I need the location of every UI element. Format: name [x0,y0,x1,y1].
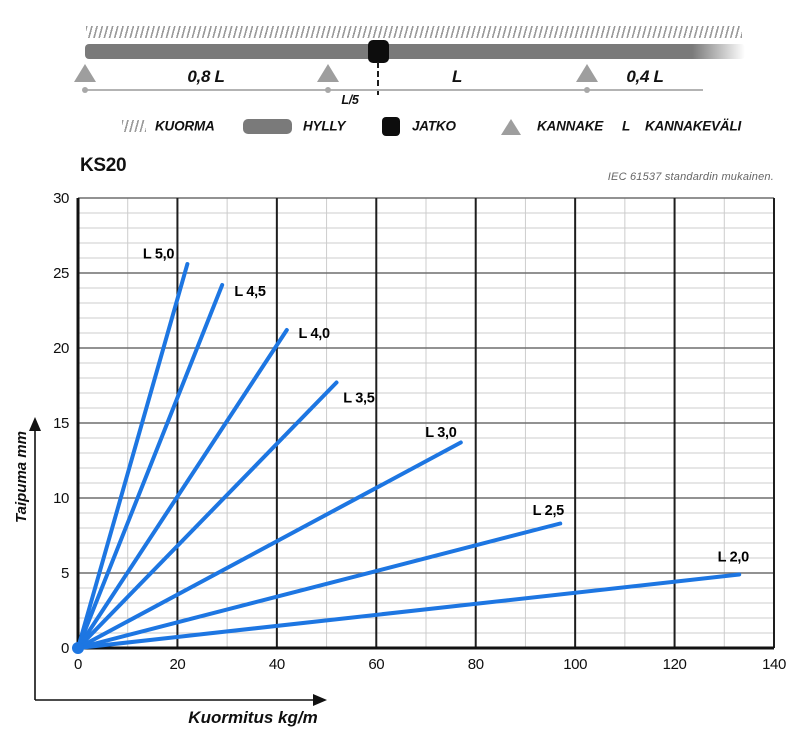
x-tick-label: 140 [762,656,786,673]
x-axis-title: Kuormitus kg/m [188,708,317,727]
y-tick-label: 10 [53,490,69,507]
series-label-L 5,0: L 5,0 [143,247,175,263]
series-label-L 4,0: L 4,0 [299,326,331,342]
joint-offset-label: L/5 [341,93,359,107]
x-axis-arrow [35,694,327,706]
support-triangle-left [74,64,96,82]
support-swatch-icon [501,119,521,135]
reference-dot [82,87,88,93]
x-tick-label: 100 [563,656,587,673]
series-line-L 3,0 [76,440,463,650]
legend-label-hylly: HYLLY [303,118,346,134]
legend-label-kannake: KANNAKE [537,118,604,134]
series-line-L 4,0 [76,328,289,650]
x-tick-label: 40 [269,656,285,673]
x-tick-label: 20 [169,656,185,673]
y-tick-label: 25 [53,265,69,282]
load-hatch-strip [86,26,742,38]
series-label-L 2,5: L 2,5 [533,503,565,519]
reference-line [85,89,703,91]
x-tick-label: 80 [468,656,484,673]
x-tick-label: 60 [368,656,384,673]
x-tick-label: 0 [74,656,82,673]
joint-square [368,40,389,63]
series-label-L 2,0: L 2,0 [718,550,750,566]
series-layer: L 5,0 L 4,5 L 4,0 L 3,5 L 3,0 L 2,5 L 2,0 [72,247,750,654]
span-label-middle: L [451,67,463,86]
legend-label-kannakevali: KANNAKEVÄLI [645,118,742,134]
y-tick-label: 0 [61,640,69,657]
series-line-L 4,5 [76,283,225,650]
legend-label-jatko: JATKO [412,118,456,134]
series-line-L 2,0 [76,572,742,650]
series-label-L 3,0: L 3,0 [425,425,457,441]
span-label-right: 0,4 L [626,67,664,86]
support-triangle-right [576,64,598,82]
tick-labels: 0 20 40 60 80 100 120 140 0 5 10 15 20 25 30 [53,190,786,673]
legend-symbol-L: L [622,118,631,134]
legend: KUORMA HYLLY JATKO KANNAKE L KANNAKEVÄLI [0,110,800,142]
y-tick-label: 30 [53,190,69,207]
y-axis-title: Taipuma mm [13,431,30,523]
shelf-bar [85,44,745,59]
series-line-L 2,5 [76,521,563,650]
y-tick-label: 15 [53,415,69,432]
series-line-L 5,0 [76,262,190,650]
span-label-left: 0,8 L [187,67,225,86]
series-label-L 3,5: L 3,5 [343,391,375,407]
y-axis-arrow [29,417,41,700]
chart-title: KS20 [80,155,127,176]
series-line-L 3,5 [76,380,339,650]
y-tick-label: 20 [53,340,69,357]
reference-dot [325,87,331,93]
support-triangle-middle [317,64,339,82]
joint-dashed-line [377,62,379,95]
joint-swatch-icon [382,117,400,136]
beam-diagram: 0,8 L L 0,4 L L/5 [0,0,800,112]
origin-point [72,642,84,654]
reference-dot [584,87,590,93]
y-tick-label: 5 [61,565,69,582]
shelf-swatch-icon [243,119,292,134]
legend-label-kuorma: KUORMA [155,118,215,134]
series-label-L 4,5: L 4,5 [234,284,266,300]
standard-note: IEC 61537 standardin mukainen. [607,171,774,183]
x-tick-label: 120 [663,656,687,673]
load-swatch-icon [122,120,146,132]
